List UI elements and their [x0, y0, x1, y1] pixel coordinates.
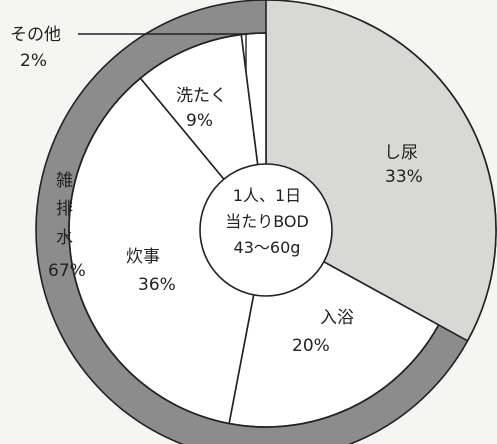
- ring-label-char-1: 雑: [56, 171, 73, 191]
- ring-label-char-3: 水: [56, 228, 73, 248]
- other-leader-line: [78, 33, 247, 72]
- center-circle: [199, 163, 333, 297]
- slice-label-laundry: 洗たく: [176, 86, 227, 106]
- slice-value-bath: 20%: [292, 336, 330, 356]
- center-line-2: 当たりBOD: [225, 212, 309, 231]
- slice-value-other: 2%: [20, 51, 47, 71]
- slice-label-bath: 入浴: [320, 308, 354, 328]
- center-line-1: 1人、1日: [233, 186, 301, 205]
- slice-label-toilet: し尿: [384, 143, 418, 163]
- ring-value: 67%: [48, 261, 86, 281]
- slice-value-toilet: 33%: [385, 167, 423, 187]
- slice-value-laundry: 9%: [186, 111, 213, 131]
- slice-label-cooking: 炊事: [126, 247, 160, 267]
- center-layer: 1人、1日 当たりBOD 43～60g: [199, 163, 333, 297]
- ring-label-char-2: 排: [56, 199, 73, 219]
- ring-inner-edge: [68, 32, 440, 428]
- slice-value-cooking: 36%: [138, 275, 176, 295]
- slice-label-other: その他: [10, 25, 61, 45]
- center-line-3: 43～60g: [234, 238, 301, 257]
